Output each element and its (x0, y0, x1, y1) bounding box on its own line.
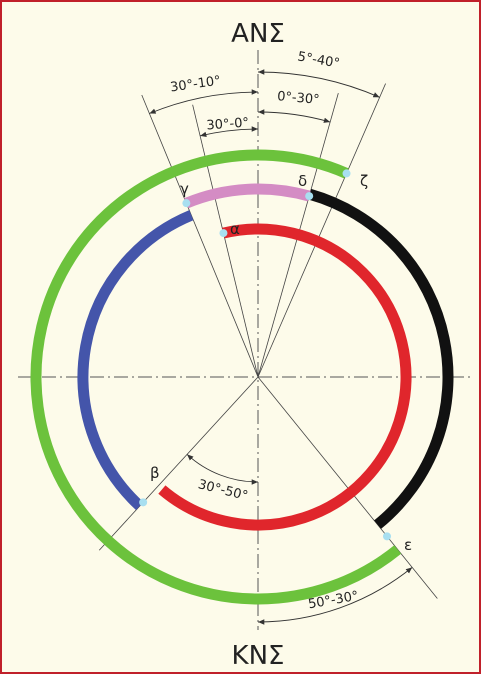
radial-line (98, 376, 259, 551)
point-label: β (150, 464, 160, 482)
dimension-arc (186, 454, 259, 485)
radial-line (257, 83, 386, 378)
dimension-arc (257, 69, 380, 98)
point-label: α (230, 220, 240, 238)
dimension-arc (149, 89, 259, 114)
radial-line (192, 104, 259, 378)
black-arc (308, 188, 454, 529)
point-label: ε (404, 536, 412, 554)
dimension-arc (257, 109, 331, 123)
point-label: ζ (360, 172, 368, 190)
point-marker (383, 532, 392, 541)
point-label: δ (298, 172, 307, 190)
radial-line (141, 94, 259, 378)
bottom-dead-center: ΚΝΣ (232, 641, 285, 671)
blue-arc (77, 210, 194, 511)
point-marker (182, 199, 191, 208)
radial-line (257, 376, 438, 599)
angle-label: 30°-10° (169, 74, 221, 96)
point-label: γ (180, 180, 189, 198)
top-dead-center: ΑΝΣ (231, 19, 285, 49)
geometry (18, 50, 470, 630)
point-marker (139, 498, 148, 507)
dimension-arc (257, 567, 413, 625)
point-marker (342, 169, 351, 178)
angle-label: 30°-0° (206, 116, 249, 134)
angle-label: 0°-30° (276, 89, 320, 108)
red-arc (158, 223, 412, 531)
angle-label: 5°-40° (296, 49, 340, 71)
pink-arc (184, 183, 311, 209)
dimension-arc (200, 126, 259, 138)
point-marker (219, 229, 228, 238)
point-marker (305, 192, 314, 201)
